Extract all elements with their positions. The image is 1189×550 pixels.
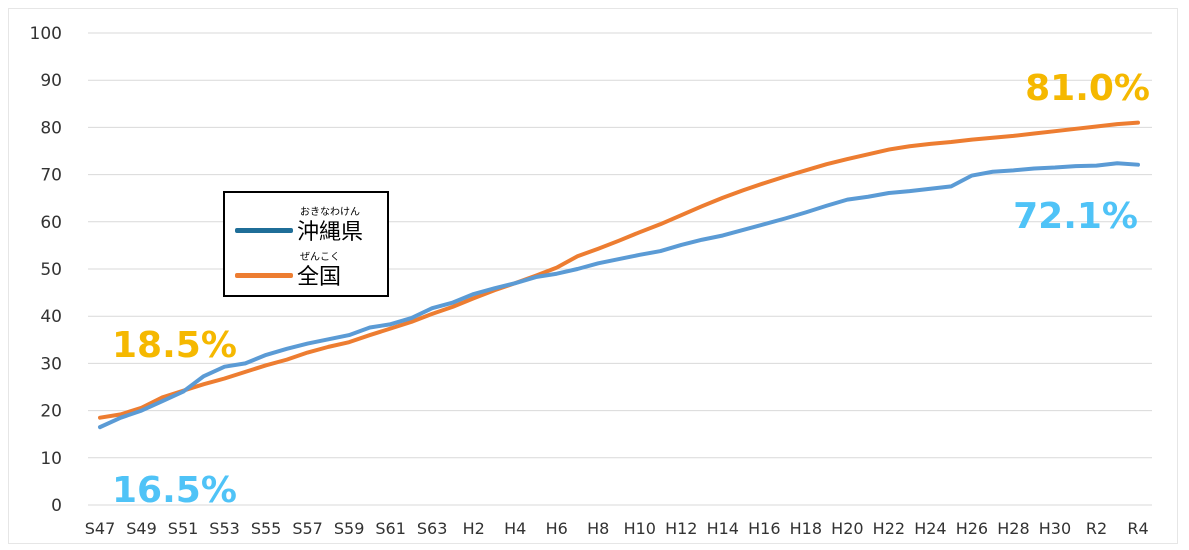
y-tick-label: 0 <box>51 496 62 516</box>
x-tick-label: S61 <box>375 519 406 538</box>
x-tick-label: H8 <box>587 519 609 538</box>
x-tick-label: S55 <box>251 519 282 538</box>
annotation-national-first: 18.5% <box>112 325 237 366</box>
x-axis: S47 S49 S51 S53 S55 S57 S59 S61 S63 H2 H4 H6 H8 H10 H1… <box>85 519 1149 538</box>
x-tick-label: H30 <box>1039 519 1071 538</box>
x-tick-label: H4 <box>504 519 526 538</box>
series-lines <box>98 120 1140 430</box>
legend-ruby-national: ぜんこく <box>300 252 340 263</box>
legend: おきなわけん 沖縄県 ぜんこく 全国 <box>223 191 389 297</box>
y-tick-label: 100 <box>30 24 62 44</box>
y-axis: 0 10 20 30 40 50 60 70 80 90 100 <box>30 24 62 516</box>
legend-swatch-okinawa <box>235 228 293 233</box>
x-tick-label: H2 <box>463 519 485 538</box>
x-tick-label: H20 <box>831 519 863 538</box>
x-tick-label: H16 <box>748 519 780 538</box>
y-tick-label: 30 <box>40 354 62 374</box>
y-tick-label: 40 <box>40 307 62 327</box>
y-tick-label: 20 <box>40 402 62 422</box>
x-tick-label: S63 <box>417 519 448 538</box>
x-tick-label: S57 <box>292 519 323 538</box>
x-tick-label: S51 <box>168 519 199 538</box>
annotations: 81.0% 72.1% 18.5% 16.5% <box>112 68 1150 511</box>
legend-label-national: 全国 <box>297 265 342 290</box>
annotation-okinawa-latest: 72.1% <box>1013 196 1138 237</box>
legend-item-okinawa: おきなわけん 沖縄県 <box>225 197 391 245</box>
x-tick-label: H22 <box>873 519 905 538</box>
x-tick-label: H18 <box>790 519 822 538</box>
chart-frame <box>8 8 1178 544</box>
legend-ruby-okinawa: おきなわけん <box>300 207 360 218</box>
x-tick-label: H10 <box>624 519 656 538</box>
x-tick-label: S59 <box>334 519 365 538</box>
legend-swatch-national <box>235 273 293 278</box>
legend-label-okinawa: 沖縄県 <box>297 220 364 245</box>
series-line-okinawa <box>98 161 1140 430</box>
x-tick-label: H14 <box>707 519 739 538</box>
x-tick-label: S47 <box>85 519 116 538</box>
x-tick-label: H28 <box>997 519 1029 538</box>
y-tick-label: 70 <box>40 166 62 186</box>
x-tick-label: H24 <box>914 519 946 538</box>
y-tick-label: 50 <box>40 260 62 280</box>
x-tick-label: R4 <box>1127 519 1148 538</box>
legend-item-national: ぜんこく 全国 <box>225 245 391 293</box>
y-tick-label: 90 <box>40 71 62 91</box>
annotation-national-latest: 81.0% <box>1025 68 1150 109</box>
series-line-national <box>98 120 1140 420</box>
x-tick-label: S53 <box>209 519 240 538</box>
grid-lines <box>88 32 1152 506</box>
x-tick-label: H12 <box>665 519 697 538</box>
annotation-okinawa-first: 16.5% <box>112 470 237 511</box>
y-tick-label: 10 <box>40 449 62 469</box>
y-tick-label: 60 <box>40 213 62 233</box>
x-tick-label: H6 <box>546 519 568 538</box>
x-tick-label: R2 <box>1086 519 1107 538</box>
y-tick-label: 80 <box>40 118 62 138</box>
x-tick-label: H26 <box>956 519 988 538</box>
x-tick-label: S49 <box>126 519 157 538</box>
